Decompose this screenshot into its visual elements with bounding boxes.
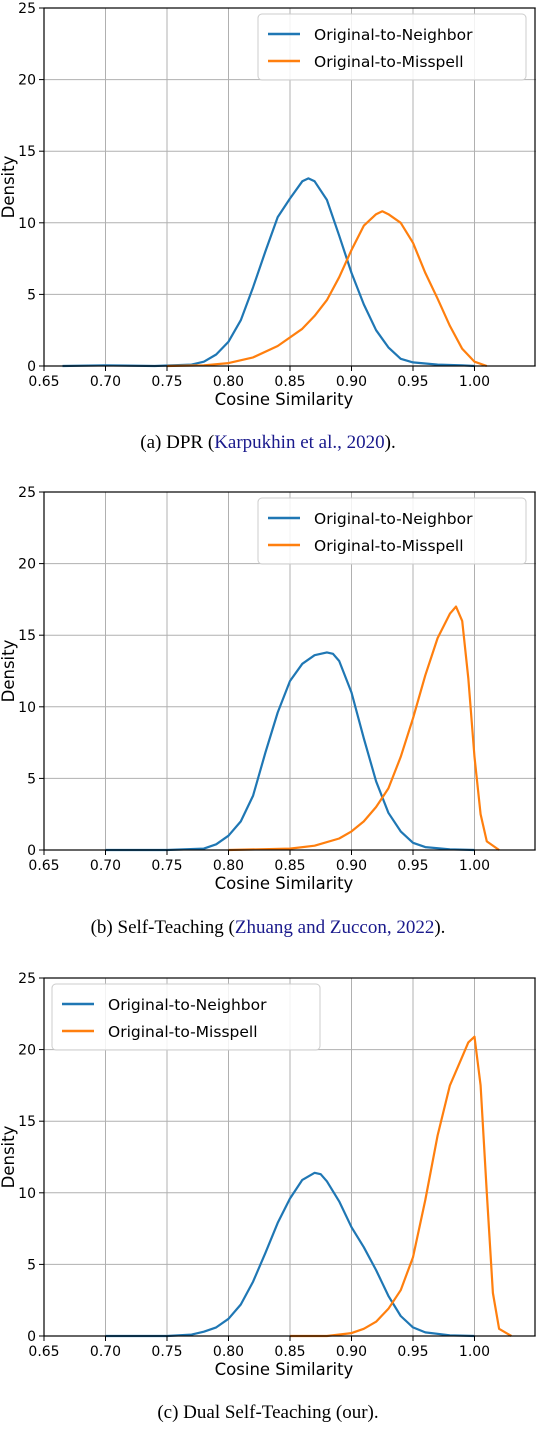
- caption-b-suffix: ).: [434, 917, 446, 938]
- legend-box: [51, 983, 321, 1051]
- x-tick-label: 1.00: [459, 1344, 490, 1360]
- y-tick-label: 10: [18, 1186, 36, 1202]
- x-axis-label: Cosine Similarity: [215, 1360, 354, 1379]
- x-tick-label: 0.95: [397, 374, 428, 390]
- x-tick-label: 0.85: [274, 1344, 305, 1360]
- caption-a: (a) DPR (Karpukhin et al., 2020).: [0, 432, 536, 454]
- x-tick-label: 0.80: [213, 1344, 244, 1360]
- series-line-neighbor: [105, 651, 475, 852]
- y-tick-label: 25: [18, 485, 36, 501]
- x-tick-label: 0.65: [28, 1344, 59, 1360]
- y-tick-label: 25: [18, 1, 36, 17]
- y-tick-label: 0: [27, 843, 36, 859]
- y-axis-label: Density: [0, 1125, 18, 1188]
- x-tick-label: 0.65: [28, 374, 59, 390]
- y-tick-label: 10: [18, 700, 36, 716]
- y-tick-label: 15: [18, 144, 36, 160]
- series-line-neighbor: [105, 1171, 475, 1338]
- series-line-misspell: [290, 1035, 512, 1338]
- y-tick-label: 10: [18, 216, 36, 232]
- y-tick-label: 0: [27, 1329, 36, 1345]
- x-tick-label: 1.00: [459, 858, 490, 874]
- y-tick-label: 15: [18, 1114, 36, 1130]
- legend-box: [257, 13, 527, 81]
- chart-c: 0.65 0.70 0.75 0.80 0.85 0.90 0.95 1.00 0 5 10 15 20…: [0, 971, 536, 1379]
- caption-c-prefix: (c) Dual Self-Teaching (our).: [157, 1402, 379, 1423]
- legend-label-neighbor: Original-to-Neighbor: [108, 996, 267, 1014]
- caption-b-citation-link[interactable]: Zhuang and Zuccon, 2022: [234, 917, 435, 938]
- legend: Original-to-Neighbor Original-to-Misspell: [257, 13, 527, 81]
- y-tick-label: 15: [18, 628, 36, 644]
- x-tick-label: 0.80: [213, 374, 244, 390]
- x-tick-label: 0.95: [397, 1344, 428, 1360]
- chart-a: 0.65 0.70 0.75 0.80 0.85 0.90 0.95 1.00 0 5 10 15 20…: [0, 1, 536, 409]
- y-axis-label: Density: [0, 155, 18, 218]
- y-axis-label: Density: [0, 639, 18, 702]
- y-tick-label: 5: [27, 771, 36, 787]
- y-tick-label: 5: [27, 1257, 36, 1273]
- chart-b: 0.65 0.70 0.75 0.80 0.85 0.90 0.95 1.00 0 5 10 15 20…: [0, 485, 536, 893]
- series-line-neighbor: [62, 177, 475, 368]
- legend-label-misspell: Original-to-Misspell: [314, 537, 464, 555]
- legend-label-misspell: Original-to-Misspell: [108, 1023, 258, 1041]
- caption-c: (c) Dual Self-Teaching (our).: [0, 1402, 536, 1424]
- grid: [43, 491, 536, 851]
- panel-b: 0.65 0.70 0.75 0.80 0.85 0.90 0.95 1.00 0 5 10 15 20…: [0, 484, 536, 959]
- x-tick-label: 0.70: [90, 1344, 121, 1360]
- x-tick-label: 0.75: [151, 1344, 182, 1360]
- caption-b-prefix: (b) Self-Teaching (: [90, 917, 235, 938]
- series-line-misspell: [228, 605, 500, 852]
- x-tick-label: 0.90: [336, 1344, 367, 1360]
- x-tick-label: 0.95: [397, 858, 428, 874]
- series-line-misspell: [166, 210, 488, 368]
- panel-c: 0.65 0.70 0.75 0.80 0.85 0.90 0.95 1.00 0 5 10 15 20…: [0, 970, 536, 1430]
- legend-label-misspell: Original-to-Misspell: [314, 53, 464, 71]
- y-tick-label: 5: [27, 287, 36, 303]
- x-axis-label: Cosine Similarity: [215, 390, 354, 409]
- y-tick-label: 20: [18, 1043, 36, 1059]
- legend-label-neighbor: Original-to-Neighbor: [314, 26, 473, 44]
- legend-label-neighbor: Original-to-Neighbor: [314, 510, 473, 528]
- legend: Original-to-Neighbor Original-to-Misspell: [257, 497, 527, 565]
- y-tick-label: 20: [18, 557, 36, 573]
- x-tick-label: 0.85: [274, 858, 305, 874]
- y-tick-label: 0: [27, 359, 36, 375]
- caption-a-suffix: ).: [384, 432, 396, 453]
- x-tick-label: 0.65: [28, 858, 59, 874]
- caption-a-citation-link[interactable]: Karpukhin et al., 2020: [214, 432, 385, 453]
- caption-a-prefix: (a) DPR (: [140, 432, 215, 453]
- x-tick-label: 0.75: [151, 374, 182, 390]
- x-tick-label: 0.90: [336, 374, 367, 390]
- x-tick-label: 0.80: [213, 858, 244, 874]
- caption-b: (b) Self-Teaching (Zhuang and Zuccon, 20…: [0, 917, 536, 939]
- x-tick-label: 0.70: [90, 858, 121, 874]
- legend-box: [257, 497, 527, 565]
- x-tick-label: 0.75: [151, 858, 182, 874]
- x-tick-label: 0.90: [336, 858, 367, 874]
- legend: Original-to-Neighbor Original-to-Misspell: [51, 983, 321, 1051]
- y-tick-label: 25: [18, 971, 36, 987]
- x-tick-label: 0.85: [274, 374, 305, 390]
- x-axis-label: Cosine Similarity: [215, 874, 354, 893]
- x-tick-label: 1.00: [459, 374, 490, 390]
- x-tick-label: 0.70: [90, 374, 121, 390]
- y-tick-label: 20: [18, 73, 36, 89]
- panel-a: 0.65 0.70 0.75 0.80 0.85 0.90 0.95 1.00 0 5 10 15 20…: [0, 0, 536, 475]
